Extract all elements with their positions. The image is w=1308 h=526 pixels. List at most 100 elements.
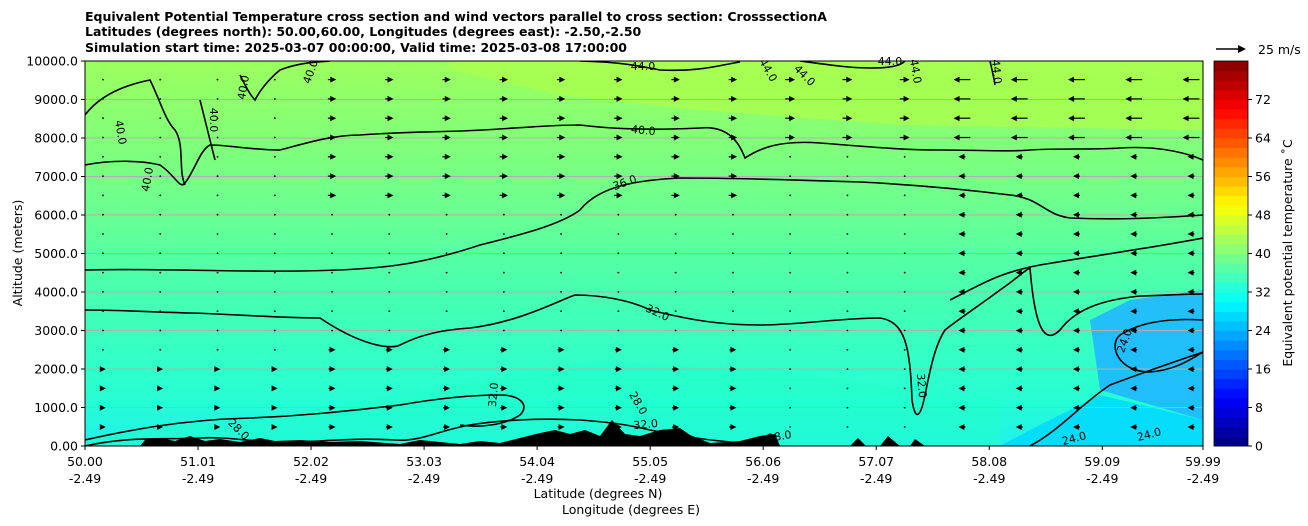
y-axis: 0.00 1000.0 2000.0 3000.0 4000.0 5000.0 6000.0… [26, 54, 85, 454]
colorbar-band [1214, 224, 1248, 235]
colorbar-band [1214, 292, 1248, 303]
x-tick-lat: 52.02 [293, 454, 329, 469]
contour-40-b [199, 99, 216, 161]
colorbar-band [1214, 388, 1248, 399]
terrain-north [850, 436, 925, 446]
colorbar-tick-label: 48 [1255, 208, 1271, 223]
x-tick-lat: 50.00 [67, 454, 103, 469]
contour-lines [85, 61, 1203, 446]
contour-24 [1029, 351, 1203, 446]
colorbar-tick-label: 32 [1255, 285, 1271, 300]
colorbar-band [1214, 215, 1248, 226]
y-tick-label: 8000.0 [34, 131, 78, 146]
colorbar-band [1214, 253, 1248, 264]
colorbar-band [1214, 301, 1248, 312]
contour-label: 40.0 [112, 119, 129, 145]
colorbar-band [1214, 417, 1248, 428]
colorbar-band [1214, 176, 1248, 187]
y-tick-label: 4000.0 [34, 285, 78, 300]
contour-40-c [239, 61, 331, 102]
colorbar-tick-label: 56 [1255, 169, 1271, 184]
y-tick-label: 1000.0 [34, 400, 78, 415]
contour-label: 44.0 [631, 60, 656, 73]
contour-label: 40.0 [207, 108, 220, 133]
colorbar-band [1214, 359, 1248, 370]
colorbar-band [1214, 311, 1248, 322]
contour-label: 24.0 [1136, 425, 1163, 444]
y-tick-label: 5000.0 [34, 246, 78, 261]
colorbar-band [1214, 436, 1248, 447]
colorbar-label: Equivalent potential temperature ˚C [1280, 139, 1295, 367]
contour-label: 44.0 [878, 55, 903, 68]
contour-label: 32.0 [914, 373, 929, 399]
x-tick-lat: 59.99 [1185, 454, 1221, 469]
colorbar-band [1214, 89, 1248, 100]
contour-label: 32.0 [486, 382, 501, 408]
colorbar-band [1214, 195, 1248, 206]
colorbar-band [1214, 80, 1248, 91]
colorbar-band [1214, 272, 1248, 283]
colorbar-band [1214, 234, 1248, 245]
contour-label: 28.0 [766, 428, 792, 445]
title-line-1: Equivalent Potential Temperature cross s… [85, 9, 827, 24]
contour-28 [85, 418, 761, 446]
colorbar-band [1214, 378, 1248, 389]
y-tick-label: 7000.0 [34, 169, 78, 184]
x-tick-lat: 54.04 [519, 454, 555, 469]
colorbar-band [1214, 118, 1248, 129]
y-tick-label: 2000.0 [34, 362, 78, 377]
y-tick-label: 0.00 [50, 439, 78, 454]
colorbar-band [1214, 243, 1248, 254]
colorbar-band [1214, 147, 1248, 158]
wind-vectors [99, 76, 1200, 430]
colorbar-band [1214, 340, 1248, 351]
x-tick-lat: 56.06 [745, 454, 781, 469]
colorbar-band [1214, 109, 1248, 120]
colorbar-tick-label: 24 [1255, 323, 1271, 338]
colorbar-band [1214, 186, 1248, 197]
colorbar-tick-label: 72 [1255, 92, 1271, 107]
cold-low-region-ne [1090, 290, 1203, 420]
contour-label: 40.0 [235, 74, 252, 100]
contour-44-c [989, 61, 996, 86]
x-axis: 50.00 -2.49 51.01 -2.49 52.02 -2.49 53.03 -2.49… [67, 446, 1221, 486]
x-tick-lon: -2.49 [295, 471, 327, 486]
colorbar-band [1214, 61, 1248, 72]
y-tick-label: 9000.0 [34, 92, 78, 107]
colorbar-band [1214, 205, 1248, 216]
colorbar-band [1214, 426, 1248, 437]
x-tick-lon: -2.49 [634, 471, 666, 486]
x-tick-lon: -2.49 [860, 471, 892, 486]
colorbar-band [1214, 263, 1248, 274]
colorbar-tick-label: 40 [1255, 246, 1271, 261]
colorbar-band [1214, 138, 1248, 149]
contour-36-b [949, 237, 1203, 301]
contour-32 [85, 266, 1203, 416]
colorbar-band [1214, 282, 1248, 293]
x-tick-lon: -2.49 [521, 471, 553, 486]
contour-label: 40.0 [631, 123, 657, 138]
x-tick-lat: 57.07 [858, 454, 894, 469]
plot-area [85, 61, 1203, 446]
x-tick-lat: 59.09 [1084, 454, 1120, 469]
quiver-key-label: 25 m/s [1258, 42, 1301, 57]
colorbar-band [1214, 397, 1248, 408]
x-tick-lat: 55.05 [632, 454, 668, 469]
title-line-2: Latitudes (degrees north): 50.00,60.00, … [85, 24, 642, 39]
x-tick-lat: 58.08 [971, 454, 1007, 469]
colorbar-band [1214, 330, 1248, 341]
colorbar-band [1214, 407, 1248, 418]
contour-44-b [799, 61, 906, 69]
y-axis-label: Altitude (meters) [10, 200, 25, 307]
colorbar-band [1214, 157, 1248, 168]
contour-label: 32.0 [633, 417, 659, 432]
contour-24-inner [1114, 318, 1203, 373]
colorbar-band [1214, 349, 1248, 360]
terrain [140, 420, 780, 446]
y-tick-label: 3000.0 [34, 323, 78, 338]
contour-32-low [85, 394, 525, 441]
contour-36 [85, 177, 1203, 272]
quiver-key: 25 m/s [1216, 42, 1301, 57]
colorbar-band [1214, 128, 1248, 139]
